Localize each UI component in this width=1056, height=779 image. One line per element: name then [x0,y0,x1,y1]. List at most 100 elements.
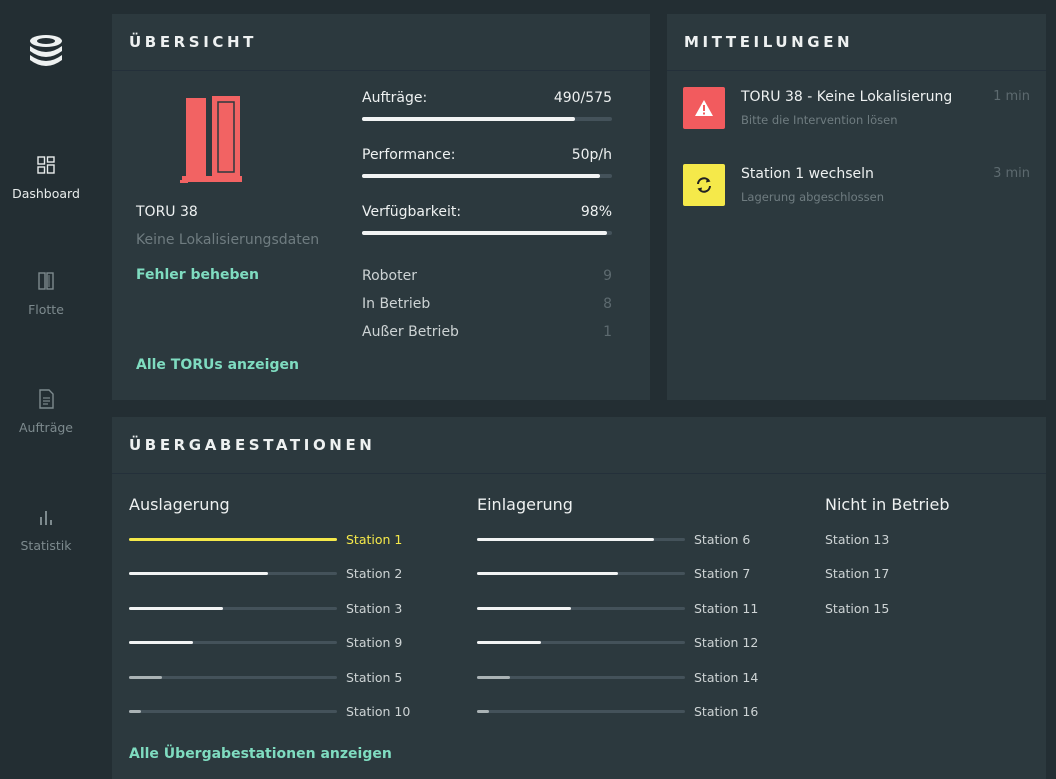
station-row[interactable]: Station 10 [129,704,429,720]
refresh-icon [683,164,725,206]
bar-chart-icon [40,511,52,525]
station-progress-track [129,675,337,679]
station-progress-fill [129,675,163,679]
nav-statistik[interactable]: Statistik [0,506,92,553]
station-row[interactable]: Station 5 [129,670,429,686]
station-progress-fill [129,606,223,610]
auslagerung-title: Auslagerung [129,495,230,514]
metric-label: Aufträge: [362,90,428,106]
station-row[interactable]: Station 9 [129,635,429,651]
metric-value: 50p/h [571,147,612,163]
station-progress-track [129,641,337,645]
all-torus-link[interactable]: Alle TORUs anzeigen [136,357,299,373]
notifications-panel: MITTEILUNGEN TORU 38 - Keine Lokalisieru… [667,14,1046,400]
station-row[interactable]: Station 14 [477,670,777,686]
metric-verfuegbarkeit: Verfügbarkeit: 98% [362,204,612,235]
all-stations-link[interactable]: Alle Übergabestationen anzeigen [129,746,392,762]
metric-label: Performance: [362,147,456,163]
station-label: Station 9 [346,635,403,651]
station-progress-track [129,606,337,610]
nav-dashboard[interactable]: Dashboard [0,154,92,201]
stat-value: 8 [603,296,612,312]
stacked-layers-logo[interactable] [26,32,66,72]
station-label[interactable]: Station 15 [825,600,890,616]
station-label: Station 3 [346,600,403,616]
station-progress-fill [477,641,542,645]
station-label: Station 6 [694,532,751,547]
station-row[interactable]: Station 12 [477,635,777,651]
nav-auftraege[interactable]: Aufträge [0,388,92,435]
station-label: Station 5 [346,669,403,685]
overview-panel: ÜBERSICHT TORU 38 Keine Lokalisierungsda… [112,14,650,400]
stat-ausser-betrieb: Außer Betrieb 1 [362,324,612,340]
station-row[interactable]: Station 7 [477,566,777,582]
station-row[interactable]: Station 11 [477,601,777,617]
grid-icon [37,156,55,174]
stat-in-betrieb: In Betrieb 8 [362,296,612,312]
station-progress-fill [477,675,511,679]
stations-panel: ÜBERGABESTATIONEN Auslagerung Einlagerun… [112,417,1046,779]
fix-error-link[interactable]: Fehler beheben [136,267,259,283]
nav-dashboard-label: Dashboard [12,186,80,201]
station-progress-fill [129,572,269,576]
station-progress-track [477,710,685,713]
station-progress-fill [129,538,337,541]
progress-track [362,174,612,178]
station-row[interactable]: Station 3 [129,601,429,617]
stat-label: Außer Betrieb [362,324,459,340]
nav-flotte-label: Flotte [28,302,64,317]
station-progress-track [477,641,685,645]
notification-title: TORU 38 - Keine Lokalisierung [741,89,953,105]
stations-title: ÜBERGABESTATIONEN [112,417,1046,474]
station-label: Station 14 [694,669,759,685]
station-label: Station 7 [694,566,751,582]
metric-value: 98% [580,204,612,220]
nicht-in-betrieb-title: Nicht in Betrieb [825,495,950,514]
station-progress-fill [477,538,654,541]
progress-fill [362,231,607,235]
warning-icon [683,87,725,129]
stat-value: 1 [603,324,612,340]
station-label: Station 11 [694,600,759,616]
station-progress-track [477,538,685,541]
progress-track [362,231,612,235]
station-progress-track [129,572,337,576]
station-row[interactable]: Station 1 [129,532,429,548]
notification-title: Station 1 wechseln [741,166,874,182]
station-row[interactable]: Station 16 [477,704,777,720]
station-row[interactable]: Station 6 [477,532,777,548]
einlagerung-title: Einlagerung [477,495,573,514]
station-progress-track [129,538,337,541]
stat-label: Roboter [362,268,417,284]
metric-value: 490/575 [553,90,612,106]
stat-roboter: Roboter 9 [362,268,612,284]
station-label[interactable]: Station 13 [825,532,890,547]
station-label: Station 2 [346,566,403,582]
notification-item[interactable]: Station 1 wechseln Lagerung abgeschlosse… [683,164,1030,208]
station-label: Station 16 [694,704,759,719]
robot-icon [180,96,242,183]
station-label[interactable]: Station 17 [825,566,890,582]
station-progress-fill [477,606,571,610]
notification-time: 3 min [993,166,1030,181]
station-row[interactable]: Station 2 [129,566,429,582]
station-progress-track [477,606,685,610]
nav-statistik-label: Statistik [20,538,72,553]
station-label: Station 1 [346,532,403,547]
progress-fill [362,117,575,121]
station-label: Station 10 [346,704,411,719]
station-progress-fill [477,572,619,576]
station-progress-fill [129,641,194,645]
station-label: Station 12 [694,635,759,651]
notification-time: 1 min [993,89,1030,104]
nav-flotte[interactable]: Flotte [0,270,92,317]
progress-fill [362,174,600,178]
metric-performance: Performance: 50p/h [362,147,612,178]
nav-auftraege-label: Aufträge [19,420,73,435]
robot-name: TORU 38 [136,204,198,220]
metric-auftraege: Aufträge: 490/575 [362,90,612,121]
document-icon [39,389,54,409]
station-progress-fill [129,710,142,713]
notification-item[interactable]: TORU 38 - Keine Lokalisierung Bitte die … [683,87,1030,131]
notification-subtitle: Bitte die Intervention lösen [741,113,898,127]
